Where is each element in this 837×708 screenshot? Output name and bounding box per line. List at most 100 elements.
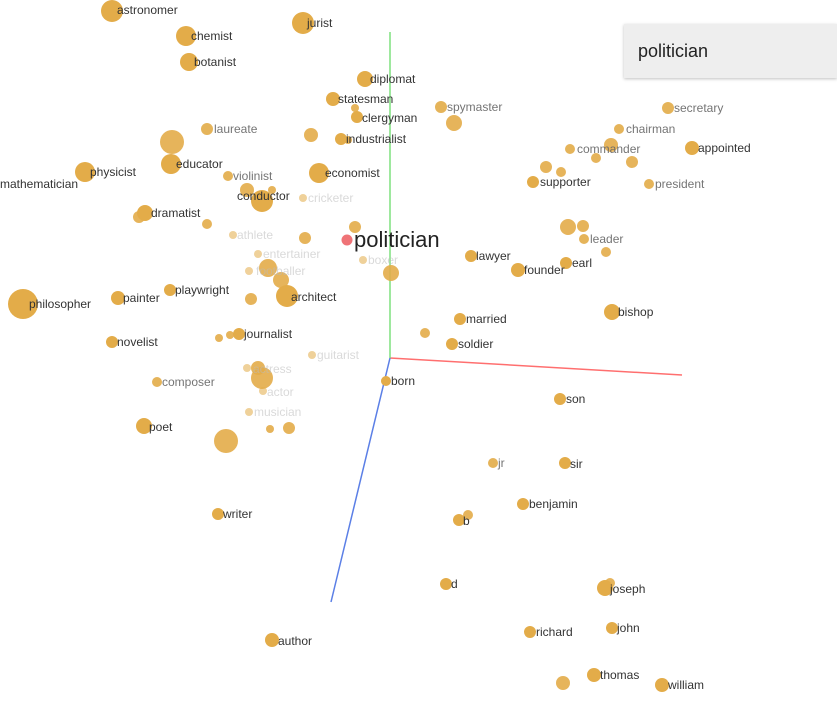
point-dot[interactable] bbox=[454, 313, 466, 325]
point-educator[interactable]: educator bbox=[161, 154, 223, 174]
point-born[interactable]: born bbox=[381, 374, 415, 388]
point-dot[interactable] bbox=[304, 128, 318, 142]
point-musician[interactable]: musician bbox=[245, 405, 301, 419]
point-botanist[interactable]: botanist bbox=[180, 53, 237, 71]
point-dot[interactable] bbox=[226, 331, 234, 339]
point-dot[interactable] bbox=[591, 153, 601, 163]
point-richard[interactable]: richard bbox=[524, 625, 573, 639]
point-physicist[interactable]: physicist bbox=[75, 162, 137, 182]
point-dot[interactable] bbox=[75, 162, 95, 182]
point-dot[interactable] bbox=[259, 387, 267, 395]
point-dot[interactable] bbox=[517, 498, 529, 510]
point-dot[interactable] bbox=[245, 408, 253, 416]
point-dot[interactable] bbox=[655, 678, 669, 692]
point-dot[interactable] bbox=[268, 186, 276, 194]
point-cricketer[interactable]: cricketer bbox=[299, 191, 353, 205]
point-son[interactable]: son bbox=[554, 392, 585, 406]
point-dot[interactable] bbox=[106, 336, 118, 348]
point-dot[interactable] bbox=[381, 376, 391, 386]
point-bishop[interactable]: bishop bbox=[604, 304, 654, 320]
point-joseph[interactable]: joseph bbox=[597, 580, 645, 596]
point-founder[interactable]: founder bbox=[511, 263, 565, 277]
point-footballer[interactable]: footballer bbox=[245, 264, 305, 278]
point-dot[interactable] bbox=[488, 458, 498, 468]
point-boxer[interactable]: boxer bbox=[359, 253, 398, 267]
point-composer[interactable]: composer bbox=[152, 375, 215, 389]
point-dot[interactable] bbox=[446, 115, 462, 131]
point-d[interactable]: d bbox=[440, 577, 458, 591]
point-appointed[interactable]: appointed bbox=[685, 141, 751, 155]
point-dot[interactable] bbox=[527, 176, 539, 188]
point-conductor[interactable]: conductor bbox=[237, 189, 290, 212]
point-entertainer[interactable]: entertainer bbox=[254, 247, 320, 261]
point-benjamin[interactable]: benjamin bbox=[517, 497, 578, 511]
point-dot[interactable] bbox=[597, 580, 613, 596]
point-dot[interactable] bbox=[511, 263, 525, 277]
point-actor[interactable]: actor bbox=[259, 385, 294, 399]
point-laureate[interactable]: laureate bbox=[201, 122, 258, 136]
point-dot[interactable] bbox=[299, 232, 311, 244]
point-dot[interactable] bbox=[326, 92, 340, 106]
point-dot[interactable] bbox=[524, 626, 536, 638]
point-dot[interactable] bbox=[540, 161, 552, 173]
point-william[interactable]: william bbox=[655, 678, 704, 692]
point-dot[interactable] bbox=[685, 141, 699, 155]
point-president[interactable]: president bbox=[644, 177, 705, 191]
point-architect[interactable]: architect bbox=[276, 285, 337, 307]
point-chairman[interactable]: chairman bbox=[614, 122, 675, 136]
point-dot[interactable] bbox=[560, 257, 572, 269]
point-guitarist[interactable]: guitarist bbox=[308, 348, 360, 362]
point-dot[interactable] bbox=[273, 272, 289, 288]
point-dot[interactable] bbox=[223, 171, 233, 181]
point-dot[interactable] bbox=[453, 514, 465, 526]
point-dot[interactable] bbox=[606, 622, 618, 634]
point-poet[interactable]: poet bbox=[136, 418, 173, 434]
point-john[interactable]: john bbox=[606, 621, 640, 635]
point-dot[interactable] bbox=[554, 393, 566, 405]
point-dot[interactable] bbox=[309, 163, 329, 183]
point-married[interactable]: married bbox=[454, 312, 507, 326]
point-mathematician[interactable]: mathematician bbox=[0, 177, 78, 191]
point-dot[interactable] bbox=[446, 338, 458, 350]
point-dot[interactable] bbox=[201, 123, 213, 135]
point-dot[interactable] bbox=[229, 231, 237, 239]
point-dot[interactable] bbox=[160, 130, 184, 154]
point-dot[interactable] bbox=[180, 53, 198, 71]
point-dot[interactable] bbox=[335, 133, 347, 145]
point-soldier[interactable]: soldier bbox=[446, 337, 493, 351]
point-dot[interactable] bbox=[136, 418, 152, 434]
point-clergyman[interactable]: clergyman bbox=[351, 111, 417, 125]
point-painter[interactable]: painter bbox=[111, 291, 160, 305]
point-diplomat[interactable]: diplomat bbox=[357, 71, 416, 87]
point-dot[interactable] bbox=[176, 26, 196, 46]
point-commander[interactable]: commander bbox=[565, 142, 640, 156]
point-spymaster[interactable]: spymaster bbox=[435, 100, 502, 114]
point-violinist[interactable]: violinist bbox=[223, 169, 273, 183]
point-dot[interactable] bbox=[265, 633, 279, 647]
point-statesman[interactable]: statesman bbox=[326, 92, 393, 106]
point-lawyer[interactable]: lawyer bbox=[465, 249, 511, 263]
point-dot[interactable] bbox=[604, 138, 618, 152]
point-dot[interactable] bbox=[559, 457, 571, 469]
point-dot[interactable] bbox=[556, 676, 570, 690]
point-dot[interactable] bbox=[626, 156, 638, 168]
point-dramatist[interactable]: dramatist bbox=[137, 205, 201, 221]
point-dot[interactable] bbox=[251, 190, 273, 212]
point-b[interactable]: b bbox=[453, 514, 470, 528]
point-writer[interactable]: writer bbox=[212, 507, 252, 521]
point-dot[interactable] bbox=[215, 334, 223, 342]
point-dot[interactable] bbox=[8, 289, 38, 319]
point-dot[interactable] bbox=[359, 256, 367, 264]
point-philosopher[interactable]: philosopher bbox=[8, 289, 91, 319]
point-dot[interactable] bbox=[164, 284, 176, 296]
point-playwright[interactable]: playwright bbox=[164, 283, 230, 297]
point-dot[interactable] bbox=[349, 221, 361, 233]
point-dot[interactable] bbox=[587, 668, 601, 682]
point-dot[interactable] bbox=[601, 247, 611, 257]
point-secretary[interactable]: secretary bbox=[662, 101, 723, 115]
point-dot[interactable] bbox=[243, 364, 251, 372]
point-sir[interactable]: sir bbox=[559, 457, 583, 471]
point-dot[interactable] bbox=[266, 425, 274, 433]
point-dot[interactable] bbox=[351, 104, 359, 112]
